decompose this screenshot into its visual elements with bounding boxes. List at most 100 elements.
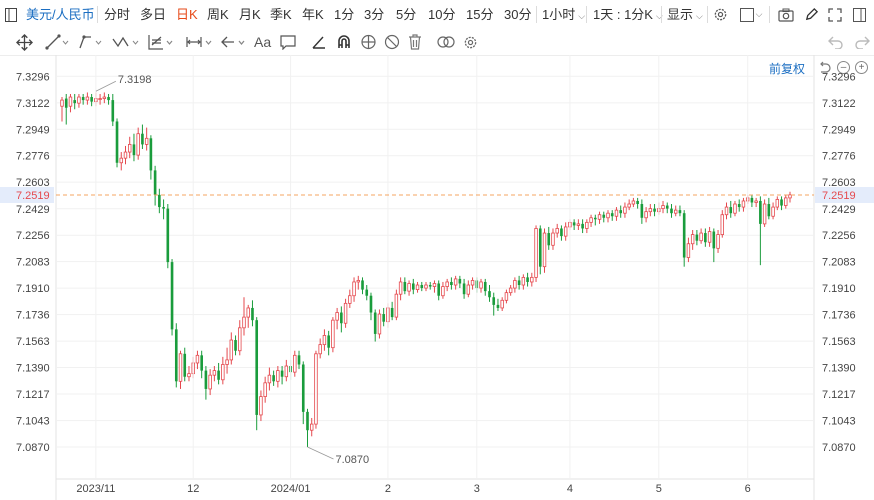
candle-body (149, 138, 153, 171)
candle-body (352, 281, 356, 297)
period-multiday[interactable]: 多日 (140, 7, 167, 22)
period-1min[interactable]: 1分 (334, 7, 355, 22)
period-intraday[interactable]: 分时 (104, 7, 131, 22)
period-toolbar: 美元/人民币 分时 多日 日K 周K 月K 季K 年K 1分 3分 5分 10分… (0, 0, 874, 30)
candle-body (450, 281, 453, 286)
y-tick-label-left: 7.1736 (16, 310, 50, 322)
candle-body (530, 276, 534, 283)
candle-body (597, 214, 602, 220)
trendline-tool-icon[interactable] (45, 29, 69, 55)
candle-body (221, 364, 225, 381)
measure-tool-icon[interactable] (185, 29, 215, 55)
candle-body (699, 232, 703, 242)
gear-icon[interactable] (711, 0, 729, 29)
fullscreen-icon[interactable] (826, 0, 844, 29)
candle-body (377, 313, 382, 335)
sidebar-toggle-icon[interactable] (4, 0, 18, 29)
candle-body (627, 203, 631, 208)
period-quarterly[interactable]: 季K (270, 7, 292, 22)
chevron-down-icon: ⌵ (655, 11, 663, 21)
candle-body (741, 200, 746, 208)
candle-body (780, 199, 783, 206)
period-3min[interactable]: 3分 (364, 7, 385, 22)
period-yearly[interactable]: 年K (302, 7, 324, 22)
period-10min[interactable]: 10分 (428, 7, 456, 22)
period-5min[interactable]: 5分 (396, 7, 417, 22)
candle-body (623, 206, 627, 214)
redo-icon[interactable] (854, 29, 870, 55)
period-30min[interactable]: 30分 (504, 7, 532, 22)
candle-body (729, 207, 733, 214)
period-daily[interactable]: 日K (176, 7, 198, 22)
candle-body (331, 319, 335, 349)
candle-body (483, 281, 487, 292)
settings-icon[interactable] (463, 29, 478, 55)
zigzag-tool-icon[interactable] (112, 29, 140, 55)
candle-body (229, 339, 234, 361)
reset-icon[interactable] (818, 61, 831, 74)
comment-tool-icon[interactable] (280, 29, 296, 55)
y-tick-label-left: 7.2776 (16, 151, 50, 163)
magnet-icon[interactable] (336, 29, 352, 55)
hour-dropdown[interactable]: 1小时 ⌵ (542, 0, 585, 29)
display-dropdown[interactable]: 显示 ⌵ (667, 0, 703, 29)
candle-body (365, 289, 369, 296)
candle-body (420, 285, 424, 289)
candle-body (690, 234, 695, 245)
candle-body (424, 284, 428, 289)
candle-body (644, 211, 648, 219)
candle-body (310, 423, 314, 431)
y-tick-label-right: 7.3296 (822, 71, 856, 83)
candle-body (724, 206, 729, 216)
period-monthly[interactable]: 月K (239, 7, 261, 22)
layout-panel-icon[interactable] (851, 0, 867, 29)
candle-body (636, 200, 639, 205)
candle-body (517, 280, 521, 286)
high-annotation-leader (95, 80, 117, 92)
candle-body (488, 291, 491, 298)
candle-body (508, 287, 513, 294)
crosshair-move-icon[interactable] (16, 29, 33, 55)
fibonacci-tool-icon[interactable] (147, 29, 175, 55)
symbol-selector[interactable]: 美元/人民币 (26, 7, 95, 22)
pen-tool-icon[interactable] (78, 29, 102, 55)
candle-body (238, 327, 242, 352)
candle-body (81, 97, 85, 101)
candle-body (555, 228, 559, 234)
hide-drawings-icon[interactable] (384, 29, 400, 55)
period-weekly[interactable]: 周K (207, 7, 229, 22)
undo-icon[interactable] (828, 29, 844, 55)
price-adjust-button[interactable]: 前复权 (769, 62, 806, 76)
text-tool-icon[interactable]: Aa (254, 34, 272, 50)
y-tick-label-left: 7.2603 (16, 177, 50, 189)
y-tick-label-left: 7.1217 (16, 389, 50, 401)
candle-body (737, 204, 741, 208)
pencil-icon[interactable] (801, 0, 821, 29)
day-interval-dropdown[interactable]: 1天 : 1分K ⌵ (593, 0, 663, 29)
camera-icon[interactable] (776, 0, 796, 29)
candle-body (263, 382, 267, 397)
candle-body (225, 359, 229, 365)
candle-body (432, 283, 437, 287)
y-tick-label-left: 7.1043 (16, 416, 50, 428)
y-tick-label-right: 7.1910 (822, 283, 856, 295)
candle-body (695, 234, 699, 241)
candle-body (589, 217, 593, 223)
candle-body (462, 283, 466, 295)
zoom-in-icon[interactable]: + (855, 61, 868, 74)
price-chart[interactable]: 7.3296 7.3296 7.3122 7.3122 7.2949 7.2949 7.27… (0, 55, 874, 500)
x-tick-label: 4 (567, 483, 573, 495)
period-15min[interactable]: 15分 (466, 7, 494, 22)
trash-icon[interactable] (408, 29, 422, 55)
ruler-angle-icon[interactable] (311, 29, 327, 55)
y-tick-label-left: 7.2083 (16, 257, 50, 269)
theme-dropdown[interactable]: ⌵ (736, 0, 766, 29)
compare-icon[interactable] (437, 29, 455, 55)
lock-drawings-icon[interactable] (360, 29, 377, 55)
candle-body (234, 340, 237, 351)
candle-body (470, 280, 475, 286)
candle-body (437, 283, 441, 296)
zoom-out-icon[interactable]: – (837, 61, 850, 74)
candle-body (661, 205, 665, 210)
arrow-tool-icon[interactable] (219, 29, 247, 55)
